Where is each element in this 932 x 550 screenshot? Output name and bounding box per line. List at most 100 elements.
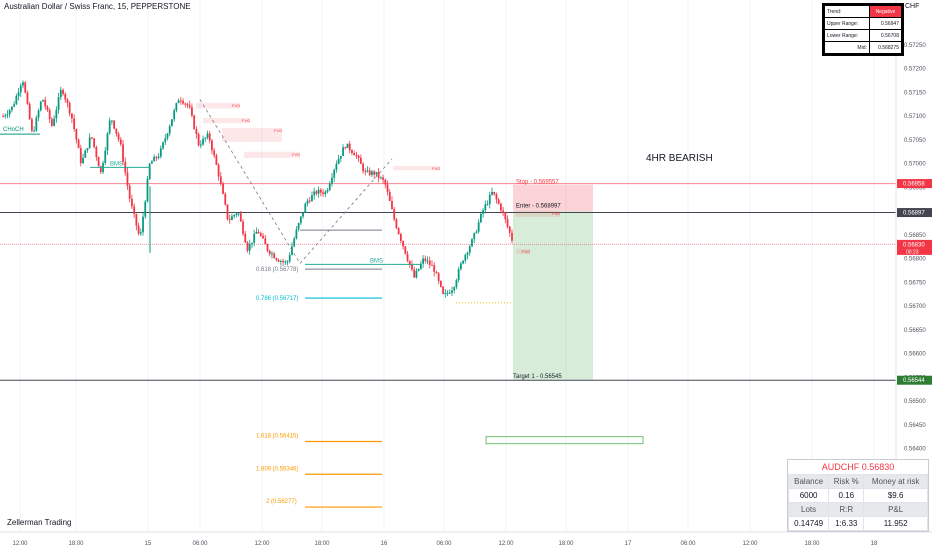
candle-body — [502, 210, 505, 213]
lots-value: 0.14749 — [787, 516, 830, 531]
candle-body — [306, 200, 309, 204]
candle-body — [213, 150, 216, 156]
candle-body — [95, 146, 98, 158]
candle-body — [297, 223, 300, 230]
candle-body — [2, 116, 4, 118]
candle-body — [53, 118, 56, 126]
fib-1618-label: 1.618 (0.56415) — [256, 434, 298, 440]
fvg-label: FVG — [432, 166, 440, 171]
price-axis-bg — [896, 0, 932, 532]
candle-body — [277, 259, 280, 262]
candle-body — [495, 194, 498, 200]
candle-body — [79, 148, 82, 164]
candle-body — [488, 194, 491, 204]
money-at-risk-header: Money at risk — [863, 474, 928, 489]
candle-body — [422, 258, 424, 264]
candle-body — [295, 229, 298, 239]
candle-body — [237, 213, 240, 215]
time-tick-label: 18 — [871, 541, 878, 547]
time-axis-bg — [0, 532, 932, 550]
candle-body — [411, 264, 413, 270]
candle-body — [315, 191, 318, 194]
candle-body — [13, 104, 16, 107]
candle-body — [328, 183, 331, 191]
candle-body — [475, 231, 478, 233]
risk-value: 0.16 — [828, 488, 865, 503]
candle-body — [77, 139, 80, 149]
candle-body — [59, 89, 62, 98]
time-tick-label: 18:00 — [804, 541, 820, 547]
balance-header: Balance — [787, 474, 830, 489]
candle-body — [4, 115, 7, 117]
time-tick-label: 06:00 — [192, 541, 208, 547]
candle-body — [219, 176, 222, 184]
candle-body — [271, 253, 273, 255]
candle-body — [151, 161, 153, 164]
candle-body — [433, 265, 436, 272]
candle-body — [122, 144, 124, 162]
currency-label[interactable]: CHF — [905, 3, 920, 10]
candle-body — [10, 106, 13, 111]
candle-body — [299, 216, 302, 224]
candle-body — [42, 99, 44, 102]
candle-body — [188, 105, 191, 108]
candle-body — [442, 286, 444, 294]
price-tick-label: 0.56700 — [904, 304, 926, 310]
fib-1809-label: 1.809 (0.56346) — [256, 466, 298, 472]
candle-body — [166, 133, 169, 139]
time-tick-label: 12:00 — [498, 541, 514, 547]
candle-body — [108, 120, 111, 134]
candle-body — [62, 89, 64, 95]
time-tick-label: 06:00 — [680, 541, 696, 547]
candle-body — [37, 110, 40, 118]
fvg-box — [244, 151, 300, 158]
price-badge-label: 0.56897 — [903, 211, 925, 217]
pnl-header: P&L — [863, 502, 928, 517]
candle-body — [493, 191, 496, 195]
candle-body — [362, 163, 364, 172]
candle-body — [71, 113, 73, 119]
candle-body — [437, 273, 440, 281]
candle-body — [451, 290, 453, 293]
candle-body — [157, 156, 160, 158]
candle-body — [17, 92, 20, 96]
candle-body — [224, 193, 227, 205]
target-label: Target 1 - 0.56545 — [513, 374, 562, 380]
position-calculator: AUDCHF 0.56830 Balance Risk % Money at r… — [787, 459, 929, 532]
candle-body — [335, 163, 338, 170]
price-tick-label: 0.56450 — [904, 423, 926, 429]
take-profit-zone — [513, 211, 593, 380]
candle-body — [273, 253, 276, 259]
candle-body — [137, 225, 140, 234]
upper-range-value: 0.56947 — [868, 17, 903, 30]
candle-body — [511, 232, 513, 241]
candle-body — [22, 82, 24, 86]
pnl-value: 11.952 — [863, 516, 928, 531]
candle-body — [177, 100, 180, 104]
price-tick-label: 0.57000 — [904, 162, 926, 168]
candle-body — [439, 280, 442, 287]
candle-body — [84, 150, 87, 158]
stop-label: Stop - 0.569557 — [516, 180, 559, 186]
candle-body — [377, 171, 380, 178]
price-tick-label: 0.56400 — [904, 447, 926, 453]
candle-body — [86, 148, 89, 151]
candle-body — [337, 158, 340, 164]
candle-body — [462, 260, 465, 264]
candle-body — [135, 213, 138, 226]
projection-box — [485, 436, 644, 445]
price-badge — [897, 179, 932, 189]
candle-body — [426, 260, 429, 262]
candle-body — [368, 170, 371, 175]
candle-body — [404, 246, 407, 254]
candle-body — [251, 242, 253, 245]
candle-body — [373, 171, 376, 175]
upper-range-label: Upper Range: — [824, 17, 870, 30]
fib-2-label: 2 (0.56277) — [266, 499, 297, 505]
rr-value: 1:6.33 — [828, 516, 865, 531]
candle-body — [482, 210, 485, 214]
candle-body — [382, 177, 384, 180]
candle-body — [375, 171, 378, 175]
candle-body — [466, 252, 469, 255]
